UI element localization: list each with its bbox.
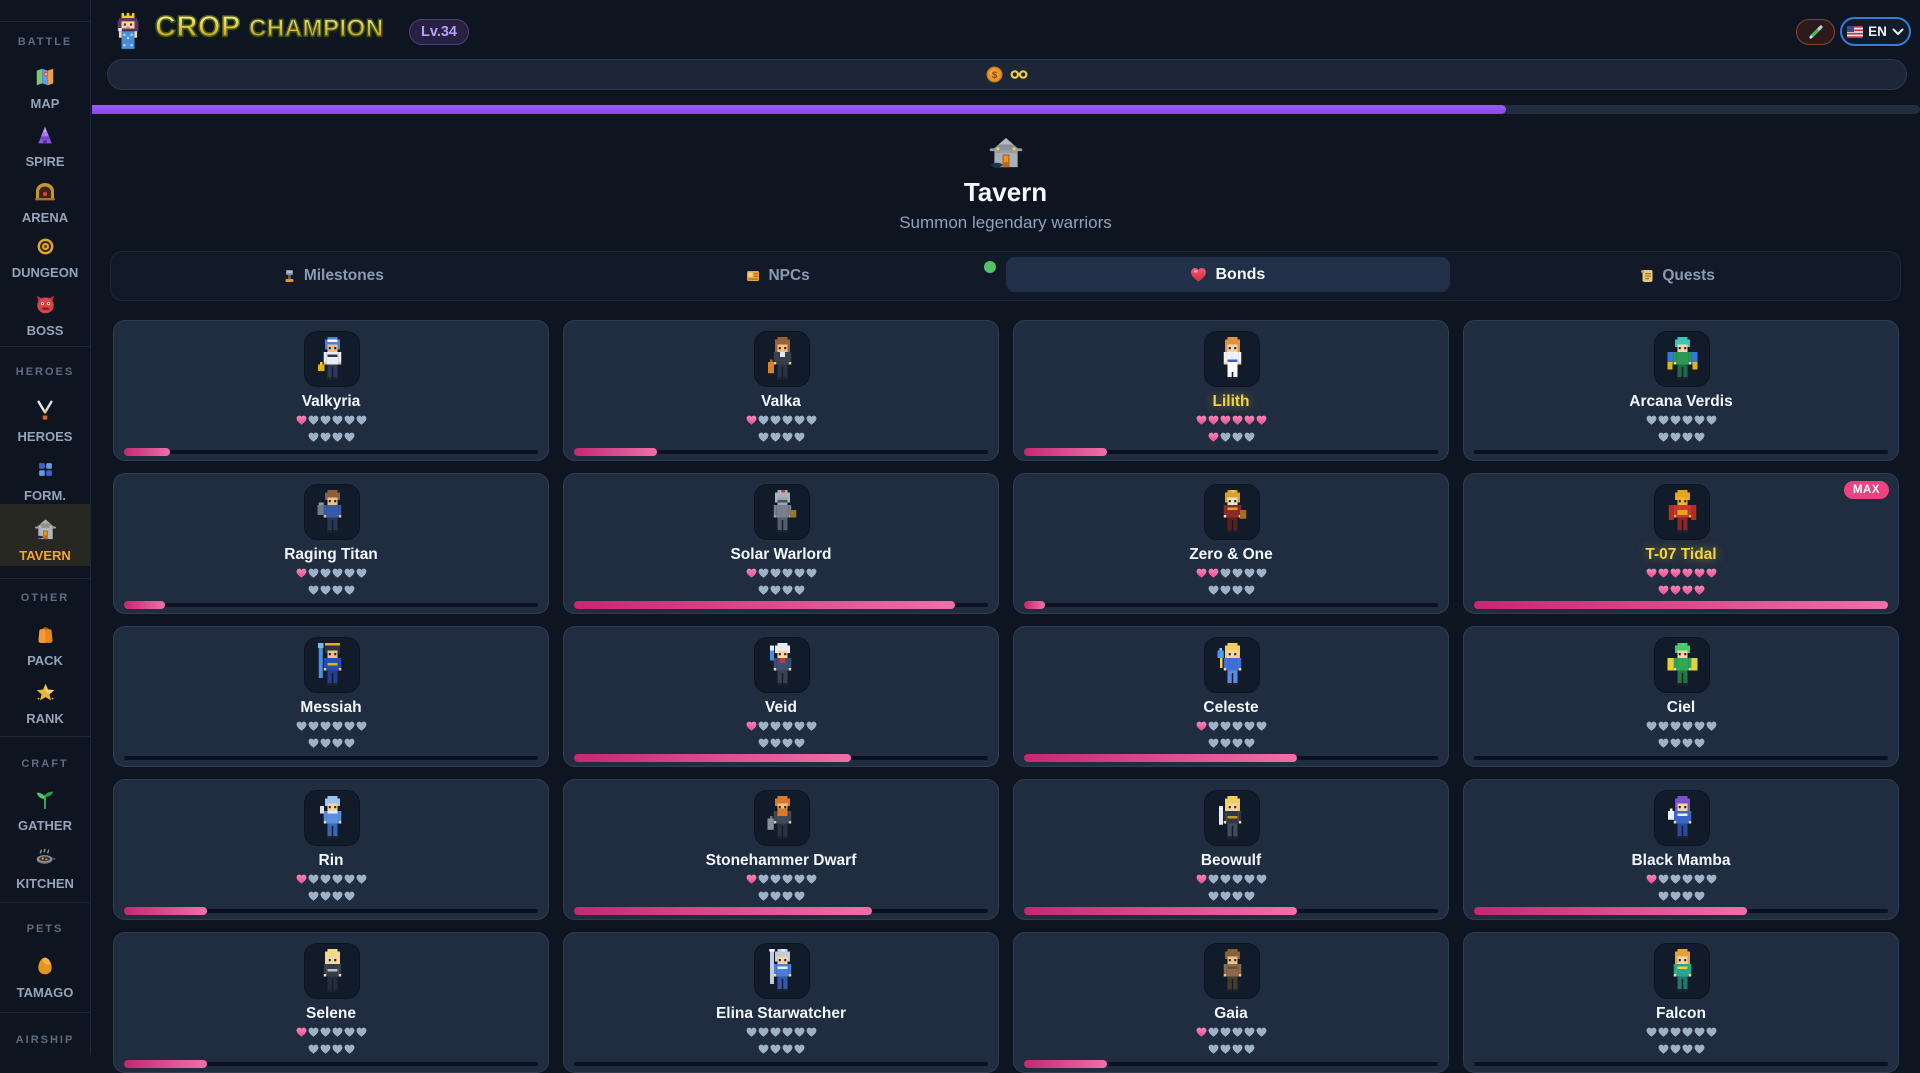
svg-text:$: $ <box>992 70 998 81</box>
